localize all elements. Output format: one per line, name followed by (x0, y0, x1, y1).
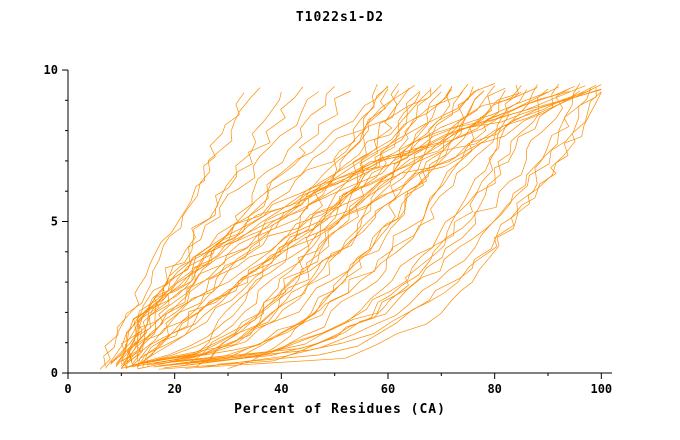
x-tick-label: 20 (167, 382, 181, 396)
y-tick-label: 10 (44, 63, 58, 77)
y-tick-label: 5 (51, 215, 58, 229)
chart-title: T1022s1-D2 (295, 10, 385, 25)
y-tick-label: 0 (51, 366, 58, 380)
x-axis-label: Percent of Residues (CA) (234, 402, 446, 417)
x-tick-label: 40 (274, 382, 288, 396)
x-tick-label: 60 (381, 382, 395, 396)
x-tick-label: 100 (590, 382, 612, 396)
x-tick-label: 80 (487, 382, 501, 396)
x-tick-label: 0 (64, 382, 71, 396)
